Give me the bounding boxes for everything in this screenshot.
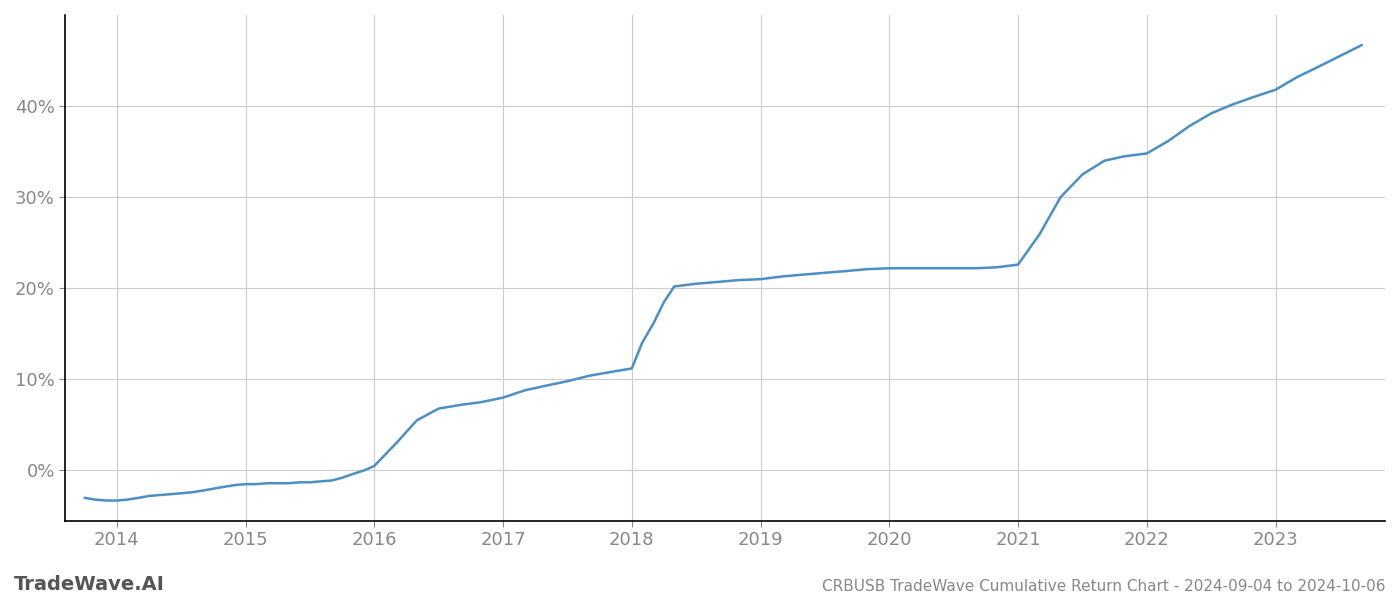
Text: TradeWave.AI: TradeWave.AI	[14, 575, 165, 594]
Text: CRBUSB TradeWave Cumulative Return Chart - 2024-09-04 to 2024-10-06: CRBUSB TradeWave Cumulative Return Chart…	[823, 579, 1386, 594]
